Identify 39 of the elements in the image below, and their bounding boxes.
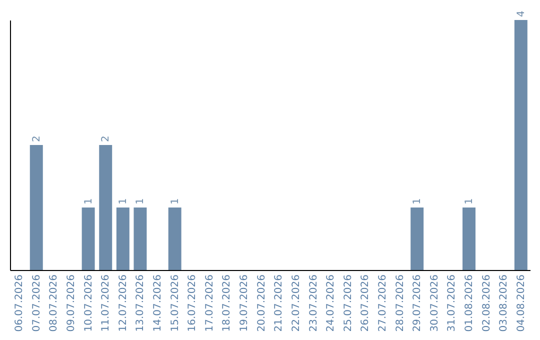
x-tick-label: 09.07.2026 [66, 274, 77, 332]
x-tick-label: 11.07.2026 [100, 274, 112, 332]
data-label: 1 [118, 198, 129, 204]
data-label: 1 [464, 198, 475, 204]
data-label: 1 [170, 198, 181, 204]
x-tick-label: 24.07.2026 [326, 274, 337, 332]
x-tick-label: 01.08.2026 [464, 274, 475, 332]
x-tick-label: 29.07.2026 [412, 274, 424, 332]
x-tick-label: 02.08.2026 [481, 274, 492, 332]
x-tick-label: 12.07.2026 [118, 274, 129, 332]
x-tick-label: 14.07.2026 [152, 274, 164, 332]
x-tick-label: 10.07.2026 [83, 274, 94, 332]
x-tick-label: 18.07.2026 [222, 274, 233, 332]
x-tick-label: 26.07.2026 [360, 274, 372, 332]
x-tick-label: 28.07.2026 [394, 274, 406, 332]
x-tick-label: 23.07.2026 [308, 274, 320, 332]
x-tick-label: 15.07.2026 [170, 274, 181, 332]
x-tick-label: 19.07.2026 [239, 274, 250, 332]
x-tick-label: 21.07.2026 [274, 274, 285, 332]
data-label: 1 [412, 198, 424, 204]
data-label: 2 [31, 136, 42, 142]
x-tick-label: 13.07.2026 [135, 274, 146, 332]
x-tick-label: 06.07.2026 [14, 274, 26, 332]
x-tick-label: 20.07.2026 [256, 274, 268, 332]
x-tick-label: 30.07.2026 [429, 274, 440, 332]
x-tick-label: 25.07.2026 [342, 274, 354, 332]
data-label: 2 [100, 136, 112, 142]
data-label: 4 [516, 10, 527, 17]
x-tick-label: 08.07.2026 [48, 274, 60, 332]
x-tick-label: 27.07.2026 [377, 274, 388, 332]
x-tick-label: 16.07.2026 [187, 274, 198, 332]
x-tick-label: 04.08.2026 [516, 274, 527, 332]
x-tick-label: 17.07.2026 [204, 274, 216, 332]
x-tick-label: 22.07.2026 [290, 274, 302, 332]
x-tick-label: 31.07.2026 [446, 274, 458, 332]
x-tick-label: 07.07.2026 [31, 274, 42, 332]
data-label: 1 [83, 198, 94, 204]
data-label: 1 [135, 198, 146, 204]
x-tick-label: 03.08.2026 [498, 274, 510, 332]
